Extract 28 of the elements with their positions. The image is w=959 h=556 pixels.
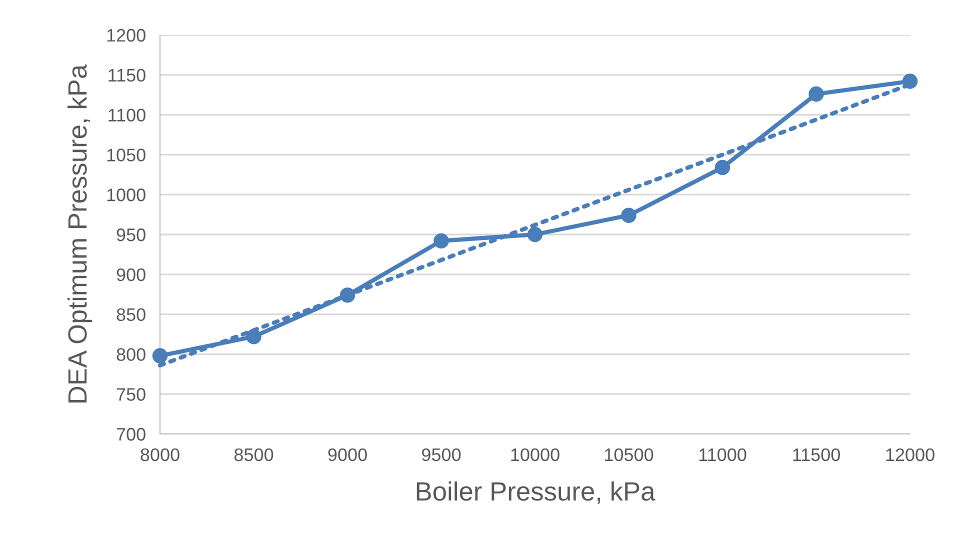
point	[714, 160, 730, 176]
x-tick-label: 11000	[699, 448, 746, 462]
x-tick-label: 11500	[793, 448, 840, 462]
x-tick-label: 10500	[605, 448, 654, 462]
y-axis-title: DEA Optimum Pressure, kPa	[67, 64, 92, 402]
x-tick-label: 8500	[234, 448, 274, 462]
y-tick-label: 1150	[108, 68, 146, 82]
y-tick-label: 1100	[108, 108, 146, 122]
point	[621, 208, 636, 223]
y-tick-label: 800	[116, 348, 146, 361]
x-tick-label: 10000	[511, 448, 560, 462]
y-tick-label: 900	[116, 268, 146, 282]
x-tick-label: 8000	[140, 448, 180, 462]
x-axis-title: Boiler Pressure, kPa	[416, 481, 656, 504]
x-tick-label: 9000	[328, 448, 367, 462]
y-tick-label: 1050	[107, 148, 146, 162]
y-tick-label: 850	[116, 308, 146, 322]
point	[527, 226, 543, 242]
y-tick-label: 750	[116, 388, 146, 401]
y-tick-label: 950	[116, 228, 146, 242]
point	[808, 86, 824, 102]
y-tick-label: 1000	[107, 188, 146, 202]
x-tick-label: 12000	[886, 448, 934, 462]
point	[434, 233, 449, 249]
y-tick-label: 700	[116, 428, 146, 441]
x-tick-label: 9500	[422, 448, 461, 462]
point	[152, 348, 168, 364]
y-tick-label: 1200	[107, 28, 146, 42]
